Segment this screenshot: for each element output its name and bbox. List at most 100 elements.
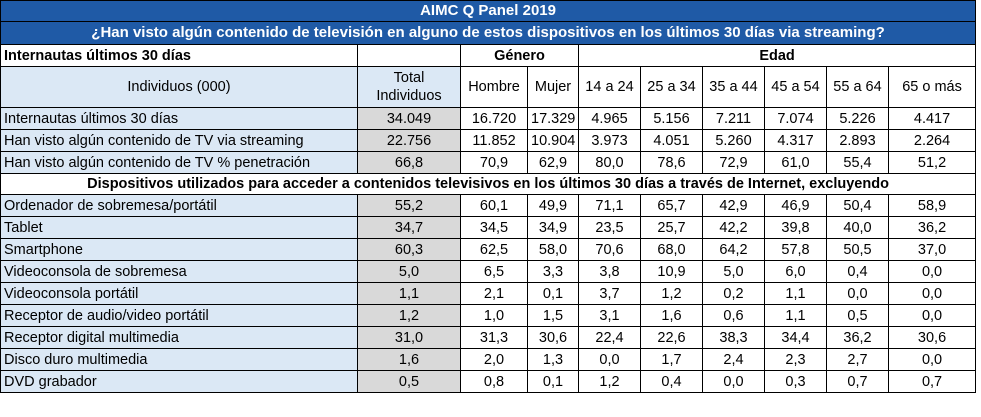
row-total: 34,7 — [357, 216, 461, 239]
row-value: 51,2 — [887, 151, 977, 174]
column-header: 14 a 24 — [578, 66, 641, 108]
row-value: 0,0 — [887, 348, 977, 371]
edad-header: Edad — [577, 44, 977, 67]
row-value: 30,6 — [527, 326, 579, 349]
question-row: ¿Han visto algún contenido de televisión… — [0, 21, 977, 45]
row-label: Tablet — [0, 216, 358, 239]
row-total: 55,2 — [357, 194, 461, 217]
row-value: 34,9 — [527, 216, 579, 239]
row-value: 61,0 — [764, 151, 827, 174]
row-value: 3,3 — [527, 260, 579, 283]
row-value: 80,0 — [578, 151, 641, 174]
row-value: 65,7 — [640, 194, 703, 217]
row-label: Ordenador de sobremesa/portátil — [0, 194, 358, 217]
table-row: Smartphone 60,3 62,5 58,0 70,6 68,0 64,2 57,8 50… — [0, 238, 977, 261]
row-value: 2.893 — [826, 129, 889, 152]
table-row: Ordenador de sobremesa/portátil 55,2 60,1 4… — [0, 194, 977, 217]
total-header: Total Individuos — [357, 66, 461, 108]
row-value: 4.051 — [640, 129, 703, 152]
table-title: AIMC Q Panel 2019 — [0, 0, 977, 22]
table-row: Internautas últimos 30 días 34.049 16.720 1… — [0, 107, 977, 130]
row-value: 2,4 — [702, 348, 765, 371]
row-value: 49,9 — [527, 194, 579, 217]
row-value: 0,1 — [527, 282, 579, 305]
row-value: 22,4 — [578, 326, 641, 349]
row-value: 62,5 — [460, 238, 528, 261]
table-row: Videoconsola portátil 1,1 2,1 0,1 3,7 1,2 0,2 1… — [0, 282, 977, 305]
row-value: 1,1 — [764, 304, 827, 327]
row-value: 1,2 — [578, 370, 641, 393]
row-value: 50,5 — [826, 238, 889, 261]
row-value: 36,2 — [887, 216, 977, 239]
row-value: 5.260 — [702, 129, 765, 152]
row-value: 3,8 — [578, 260, 641, 283]
title-row: AIMC Q Panel 2019 — [0, 0, 977, 22]
column-header: Mujer — [527, 66, 579, 108]
row-value: 0,6 — [702, 304, 765, 327]
column-header: 35 a 44 — [702, 66, 765, 108]
row-value: 31,3 — [460, 326, 528, 349]
row-value: 1,2 — [640, 282, 703, 305]
row-value: 4.417 — [887, 107, 977, 130]
row-value: 40,0 — [826, 216, 889, 239]
row-value: 34,4 — [764, 326, 827, 349]
table-row: Receptor digital multimedia 31,0 31,3 30,6 2… — [0, 326, 977, 349]
row-value: 4.965 — [578, 107, 641, 130]
row-label: Smartphone — [0, 238, 358, 261]
row-value: 17.329 — [527, 107, 579, 130]
row-value: 2,0 — [460, 348, 528, 371]
row-value: 3,1 — [578, 304, 641, 327]
row-value: 70,6 — [578, 238, 641, 261]
row-value: 1,7 — [640, 348, 703, 371]
column-header: 65 o más — [887, 66, 977, 108]
table-row: Disco duro multimedia 1,6 2,0 1,3 0,0 1,7 2,4 2… — [0, 348, 977, 371]
column-header: 55 a 64 — [826, 66, 889, 108]
row-value: 6,0 — [764, 260, 827, 283]
row-value: 42,2 — [702, 216, 765, 239]
row-value: 0,1 — [527, 370, 579, 393]
row-total: 1,6 — [357, 348, 461, 371]
row-value: 3,7 — [578, 282, 641, 305]
row-label: Internautas últimos 30 días — [0, 107, 358, 130]
row-value: 25,7 — [640, 216, 703, 239]
row-value: 42,9 — [702, 194, 765, 217]
row-label: DVD grabador — [0, 370, 358, 393]
row-total: 60,3 — [357, 238, 461, 261]
row-value: 30,6 — [887, 326, 977, 349]
row-value: 6,5 — [460, 260, 528, 283]
row-label: Disco duro multimedia — [0, 348, 358, 371]
table-row: Receptor de audio/video portátil 1,2 1,0 1,… — [0, 304, 977, 327]
row-value: 16.720 — [460, 107, 528, 130]
row-value: 1,6 — [640, 304, 703, 327]
column-header: 25 a 34 — [640, 66, 703, 108]
row-value: 58,0 — [527, 238, 579, 261]
row-value: 46,9 — [764, 194, 827, 217]
row-value: 2,7 — [826, 348, 889, 371]
row-label: Han visto algún contenido de TV % penetr… — [0, 151, 358, 174]
row-label: Receptor de audio/video portátil — [0, 304, 358, 327]
row-total: 34.049 — [357, 107, 461, 130]
row-value: 4.317 — [764, 129, 827, 152]
row-value: 2,3 — [764, 348, 827, 371]
row-value: 5.226 — [826, 107, 889, 130]
column-header: 45 a 54 — [764, 66, 827, 108]
section-row: Dispositivos utilizados para acceder a c… — [0, 173, 977, 195]
header-columns-row: Individuos (000) Total Individuos Hombre… — [0, 66, 977, 108]
row-value: 3.973 — [578, 129, 641, 152]
row-value: 1,5 — [527, 304, 579, 327]
row-value: 0,0 — [578, 348, 641, 371]
table-row: Han visto algún contenido de TV via stre… — [0, 129, 977, 152]
row-label: Videoconsola de sobremesa — [0, 260, 358, 283]
row-value: 71,1 — [578, 194, 641, 217]
row-value: 34,5 — [460, 216, 528, 239]
table-question: ¿Han visto algún contenido de televisión… — [0, 21, 977, 45]
row-value: 36,2 — [826, 326, 889, 349]
row-total: 31,0 — [357, 326, 461, 349]
row-value: 2,1 — [460, 282, 528, 305]
group-label: Internautas últimos 30 días — [0, 44, 358, 67]
row-value: 10.904 — [527, 129, 579, 152]
row-value: 1,0 — [460, 304, 528, 327]
row-value: 0,7 — [826, 370, 889, 393]
data-table: AIMC Q Panel 2019 ¿Han visto algún conte… — [0, 0, 977, 393]
row-value: 72,9 — [702, 151, 765, 174]
